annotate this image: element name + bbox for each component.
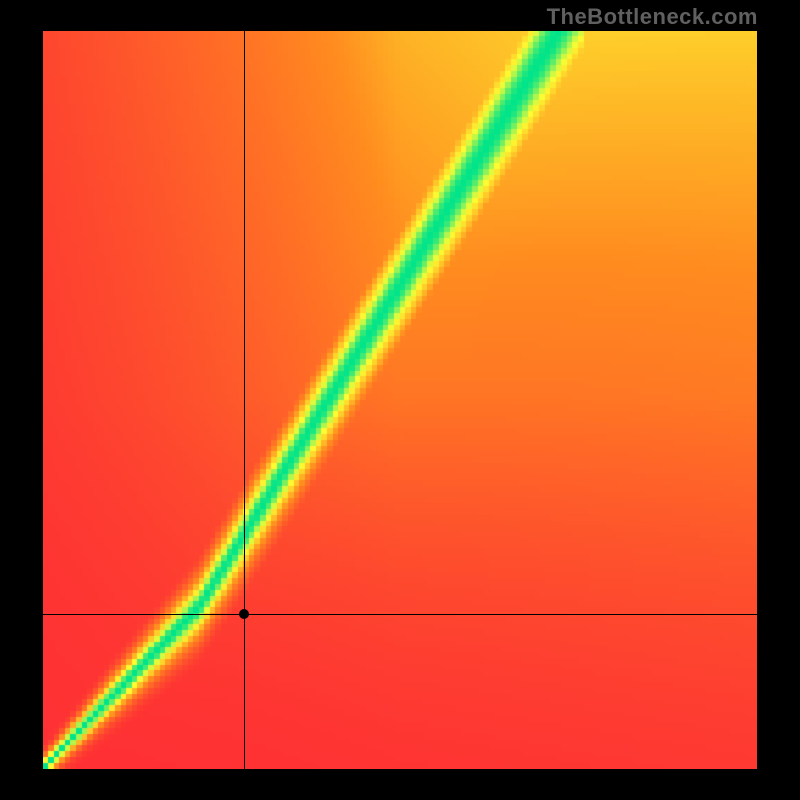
heatmap-chart — [43, 31, 757, 769]
watermark-text: TheBottleneck.com — [547, 4, 758, 30]
crosshair-vertical — [244, 31, 245, 769]
crosshair-horizontal — [43, 614, 757, 615]
heatmap-canvas — [43, 31, 757, 769]
